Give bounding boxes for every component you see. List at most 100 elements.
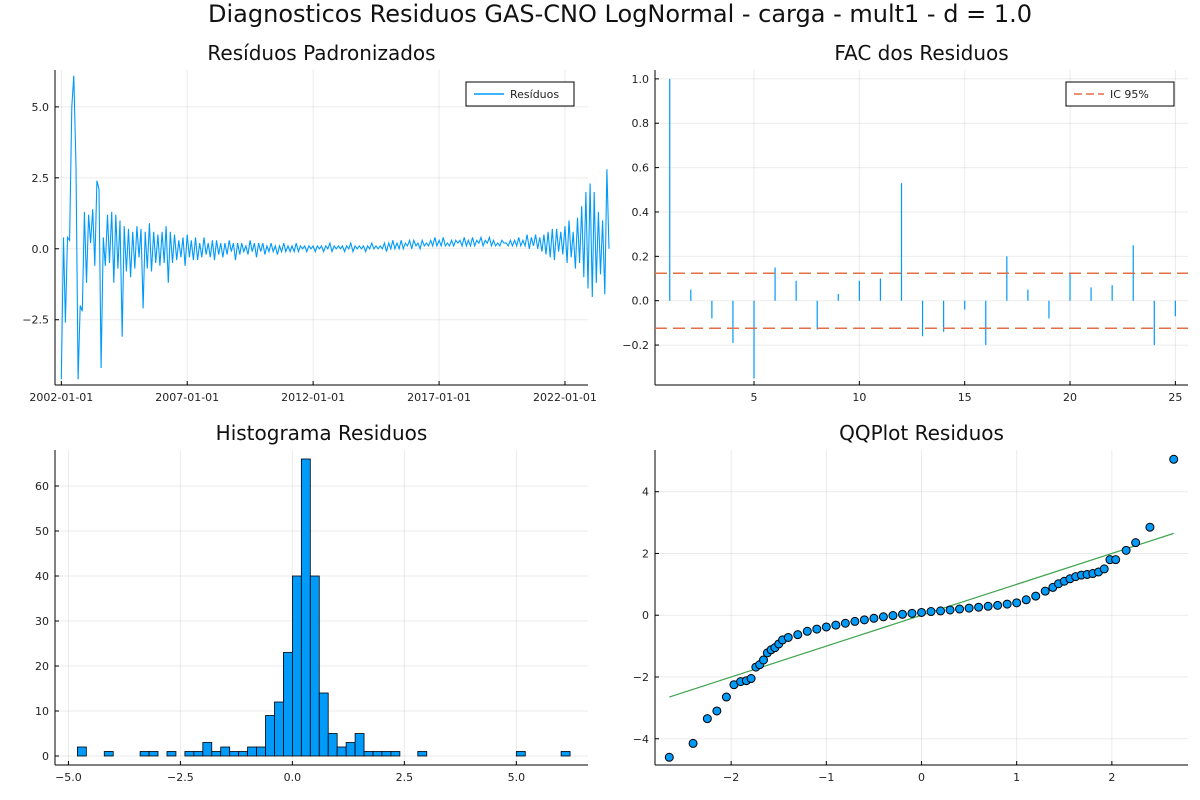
y-tick-label: 0.2 <box>632 250 650 263</box>
qq-point <box>917 607 926 617</box>
qq-point <box>1099 564 1109 574</box>
series-line-residuos <box>60 75 610 380</box>
qq-point <box>821 622 831 632</box>
histogram-bar <box>229 751 240 757</box>
qq-point <box>1002 599 1012 609</box>
histogram-bar <box>202 742 213 757</box>
y-tick-label: −2 <box>633 671 649 684</box>
panel-1: Resíduos Padronizados 2002-01-01 2007-01-0… <box>22 41 610 404</box>
panel-2: FAC dos Residuos 5 10 15 20 25 −0.2 0.0 0.2 0.4 0.… <box>622 41 1188 404</box>
y-tick-label: 2.5 <box>32 172 50 185</box>
x-tick-label: −5.0 <box>55 771 82 784</box>
qq-point <box>983 601 993 611</box>
x-tick-label: 10 <box>852 391 866 404</box>
x-tick-label: 2017-01-01 <box>407 391 471 404</box>
histogram-bar <box>300 458 311 757</box>
panel-title: QQPlot Residuos <box>839 421 1004 445</box>
histogram-bar <box>274 701 284 757</box>
qq-point <box>721 692 731 702</box>
histogram-bar <box>184 751 195 757</box>
qq-point <box>878 612 888 622</box>
x-tick-label: −1 <box>818 771 834 784</box>
qq-point <box>974 602 984 612</box>
histogram-bar <box>211 751 222 757</box>
y-tick-label: 0.0 <box>32 243 50 256</box>
x-tick-label: 2002-01-01 <box>29 391 93 404</box>
qq-point <box>955 604 965 614</box>
x-tick-label: 1 <box>1013 771 1020 784</box>
histogram-bar <box>309 575 320 757</box>
panel-3: Histograma Residuos −5.0 −2.5 0.0 2.5 5.0 0 10 2… <box>35 421 588 784</box>
y-tick-label: 60 <box>35 480 49 493</box>
x-tick-label: 2 <box>1108 771 1115 784</box>
legend-box <box>1065 81 1175 107</box>
histogram-bar <box>318 692 329 757</box>
histogram-bar <box>417 751 428 757</box>
qq-point <box>1031 591 1041 601</box>
x-tick-label: 0.0 <box>284 771 302 784</box>
qq-point <box>1169 454 1179 464</box>
panel-title: FAC dos Residuos <box>834 41 1008 65</box>
qq-point <box>1012 598 1022 608</box>
qq-point <box>850 616 860 626</box>
x-tick-label: −2 <box>723 771 739 784</box>
y-tick-label: 50 <box>35 525 49 538</box>
histogram-bar <box>390 751 401 757</box>
panel-title: Resíduos Padronizados <box>207 41 435 65</box>
qq-point <box>945 605 955 615</box>
qq-point <box>802 626 812 636</box>
legend-label: IC 95% <box>1110 88 1149 101</box>
y-tick-label: 4 <box>642 486 649 499</box>
qq-point <box>1040 586 1050 596</box>
qq-point <box>702 714 712 724</box>
histogram-bar <box>354 733 365 757</box>
y-tick-label: 2 <box>642 547 649 560</box>
qq-point <box>1131 538 1141 548</box>
y-tick-label: 0.8 <box>632 117 650 130</box>
histogram-bar <box>148 751 159 757</box>
histogram-bar <box>363 751 374 757</box>
histogram-bar <box>515 751 526 757</box>
qq-point <box>812 624 822 634</box>
histogram-bar <box>345 742 356 757</box>
qq-point <box>712 706 722 716</box>
x-tick-label: 5 <box>751 391 758 404</box>
x-tick-label: 2022-01-01 <box>533 391 597 404</box>
x-tick-label: 5.0 <box>508 771 526 784</box>
y-tick-label: 0.6 <box>632 162 650 175</box>
y-tick-label: 10 <box>35 705 49 718</box>
histogram-bar <box>139 751 150 757</box>
histogram-bar <box>283 652 293 757</box>
histogram-bar <box>247 746 257 757</box>
legend-label: Resíduos <box>510 88 559 101</box>
panel-title: Histograma Residuos <box>216 421 428 445</box>
x-tick-label: 2.5 <box>396 771 414 784</box>
y-tick-label: 1.0 <box>632 73 650 86</box>
qq-point <box>746 674 756 684</box>
qq-point <box>1121 545 1131 555</box>
histogram-bar <box>166 751 177 757</box>
legend: Resíduos <box>465 81 575 107</box>
histogram-bar <box>265 715 275 757</box>
x-tick-label: 25 <box>1168 391 1182 404</box>
histogram-bar <box>103 751 114 757</box>
qq-point <box>888 611 898 621</box>
histogram-bar <box>381 751 392 757</box>
histogram-bar <box>291 575 302 757</box>
qq-point <box>688 738 698 748</box>
histogram-bar <box>220 746 231 757</box>
y-tick-label: −0.2 <box>622 339 649 352</box>
panel-4: QQPlot Residuos −2 −1 0 1 2 −4 −2 0 2 4 <box>633 421 1188 784</box>
qq-point <box>859 615 869 625</box>
y-tick-label: 40 <box>35 570 49 583</box>
qq-point <box>869 613 879 623</box>
y-tick-label: −4 <box>633 733 649 746</box>
qq-point <box>831 620 841 630</box>
x-tick-label: 0 <box>918 771 925 784</box>
qq-point <box>1021 595 1031 605</box>
y-tick-label: 0.0 <box>632 295 650 308</box>
qq-point <box>936 606 946 616</box>
qq-point <box>664 752 674 762</box>
histogram-bar <box>256 746 266 757</box>
